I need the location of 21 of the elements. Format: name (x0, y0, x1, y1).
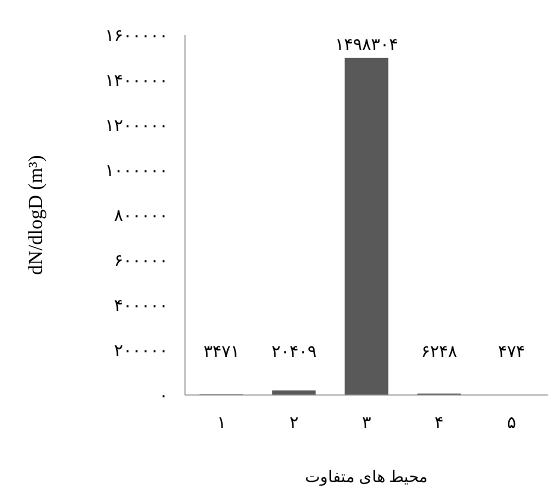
y-axis-title: dN/dlogD (m³) (25, 155, 47, 275)
y-tick-label: ۱۴۰۰۰۰۰ (105, 71, 168, 90)
data-label: ۲۰۴۰۹ (271, 342, 316, 361)
y-tick-label: ۲۰۰۰۰۰ (114, 341, 168, 360)
data-label: ۶۲۴۸ (421, 342, 458, 361)
data-label: ۴۷۴ (498, 342, 526, 361)
data-label: ۳۴۷۱ (203, 342, 240, 361)
y-tick-label: ۴۰۰۰۰۰ (114, 296, 168, 315)
y-tick-label: ۱۶۰۰۰۰۰ (105, 26, 168, 45)
x-tick-label: ۴ (434, 413, 444, 432)
y-tick-label: ۶۰۰۰۰۰ (114, 251, 168, 270)
y-tick-label: ۱۰۰۰۰۰۰ (105, 161, 168, 180)
x-tick-label: ۱ (216, 413, 226, 432)
x-tick-label: ۳ (362, 413, 371, 432)
x-tick-label: ۲ (289, 413, 298, 432)
y-tick-label: ۰ (159, 386, 168, 405)
y-tick-label: ۸۰۰۰۰۰ (114, 206, 168, 225)
y-tick-label: ۱۲۰۰۰۰۰ (105, 116, 168, 135)
data-label: ۱۴۹۸۳۰۴ (335, 34, 398, 54)
x-axis-title: محیط های متفاوت (305, 469, 428, 486)
x-tick-label: ۵ (507, 413, 516, 432)
